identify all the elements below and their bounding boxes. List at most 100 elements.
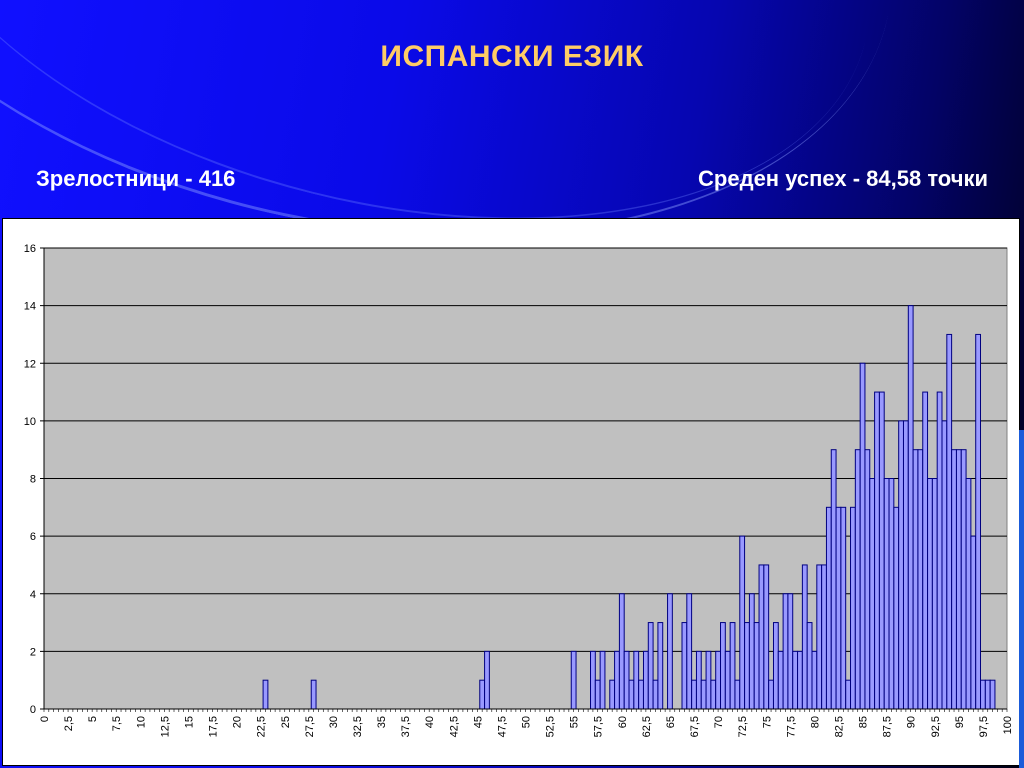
x-tick-label: 0 — [39, 716, 51, 722]
x-tick-label: 32,5 — [352, 716, 364, 737]
x-tick-label: 65 — [665, 716, 677, 728]
y-tick-label: 2 — [30, 646, 36, 658]
y-tick-label: 4 — [30, 589, 36, 601]
histogram-bar — [691, 679, 697, 710]
x-tick-label: 85 — [858, 716, 870, 728]
histogram-bar — [922, 391, 929, 710]
y-tick-label: 0 — [30, 704, 36, 716]
histogram-bar — [821, 564, 827, 710]
histogram-bar — [686, 593, 693, 710]
y-tick-label: 14 — [24, 301, 36, 313]
x-tick-label: 37,5 — [400, 716, 412, 737]
histogram-bar — [960, 449, 967, 710]
histogram-bar — [965, 478, 972, 710]
histogram-bar — [792, 650, 799, 710]
histogram-bar — [782, 593, 789, 710]
histogram-bar — [753, 622, 760, 710]
x-tick-label: 50 — [521, 716, 533, 728]
x-tick-label: 30 — [328, 716, 340, 728]
histogram-bar — [647, 622, 654, 710]
histogram-bar — [830, 449, 837, 710]
y-tick-label: 16 — [24, 243, 36, 255]
x-tick-label: 27,5 — [304, 716, 316, 737]
x-tick-label: 100 — [1002, 716, 1014, 734]
histogram-bar — [907, 305, 914, 710]
histogram-bar — [927, 478, 933, 710]
x-tick-label: 20 — [232, 716, 244, 728]
histogram-bar — [777, 650, 784, 710]
x-tick-label: 35 — [376, 716, 388, 728]
x-tick-label: 25 — [280, 716, 292, 728]
histogram-bar — [652, 679, 659, 710]
histogram-bar — [748, 593, 755, 710]
x-tick-label: 17,5 — [208, 716, 220, 737]
y-tick-label: 6 — [30, 531, 36, 543]
x-tick-label: 62,5 — [641, 716, 653, 737]
histogram-bar — [720, 622, 726, 710]
histogram-bar — [787, 593, 794, 710]
histogram-bar — [806, 622, 813, 710]
histogram-bar — [628, 679, 635, 710]
histogram-bar — [893, 506, 900, 710]
histogram-bar — [878, 391, 885, 710]
x-tick-label: 15 — [183, 716, 195, 728]
x-tick-label: 70 — [713, 716, 725, 728]
x-tick-label: 55 — [569, 716, 581, 728]
x-tick-label: 87,5 — [882, 716, 894, 737]
histogram-bar — [484, 650, 490, 710]
histogram-bar — [700, 679, 707, 710]
histogram-bar — [801, 564, 808, 710]
histogram-bar — [917, 449, 924, 710]
x-tick-label: 52,5 — [545, 716, 557, 737]
histogram-bar — [912, 449, 919, 710]
histogram-bar — [941, 420, 948, 710]
histogram-bar — [975, 333, 982, 710]
x-tick-label: 60 — [617, 716, 629, 728]
histogram-bar — [310, 679, 317, 710]
histogram-bar — [951, 449, 957, 710]
histogram-bar — [642, 650, 649, 710]
histogram-bar — [874, 391, 880, 710]
histogram-bar — [797, 650, 803, 710]
histogram-bar — [835, 506, 842, 710]
histogram-bar — [710, 679, 717, 710]
x-tick-label: 92,5 — [930, 716, 942, 737]
x-tick-label: 67,5 — [689, 716, 701, 737]
histogram-bar — [970, 535, 977, 710]
x-tick-label: 97,5 — [978, 716, 990, 737]
y-tick-label: 8 — [30, 474, 36, 486]
histogram-bar — [695, 650, 702, 710]
x-tick-label: 22,5 — [256, 716, 268, 737]
y-tick-label: 12 — [24, 358, 36, 370]
histogram-bar — [729, 622, 736, 710]
histogram-bar — [609, 679, 616, 710]
histogram-bar — [772, 622, 779, 710]
right-edge-accent — [1019, 430, 1024, 768]
histogram-bar — [869, 478, 876, 710]
histogram-bar — [850, 506, 856, 710]
histogram-bar — [980, 679, 986, 710]
histogram-bar — [657, 622, 664, 710]
histogram-bar — [931, 478, 938, 710]
histogram-bar — [705, 650, 712, 710]
histogram-bar — [845, 679, 852, 710]
histogram-bar — [758, 564, 765, 710]
histogram-bar — [614, 650, 620, 710]
x-tick-label: 47,5 — [496, 716, 508, 737]
x-tick-label: 72,5 — [737, 716, 749, 737]
histogram-bar — [763, 564, 770, 710]
x-tick-label: 75 — [761, 716, 773, 728]
histogram-bar — [989, 679, 996, 710]
histogram-bar — [262, 679, 269, 710]
slide-title: ИСПАНСКИ ЕЗИК — [380, 40, 644, 73]
x-tick-label: 77,5 — [785, 716, 797, 737]
histogram-bar — [638, 679, 644, 710]
average-score-label: Среден успех - 84,58 точки — [698, 166, 988, 191]
histogram-bar — [984, 679, 991, 710]
histogram-bar — [888, 478, 895, 710]
x-tick-label: 45 — [472, 716, 484, 728]
histogram-bar — [570, 650, 577, 710]
histogram-bar — [864, 449, 871, 710]
histogram-bar — [633, 650, 640, 710]
